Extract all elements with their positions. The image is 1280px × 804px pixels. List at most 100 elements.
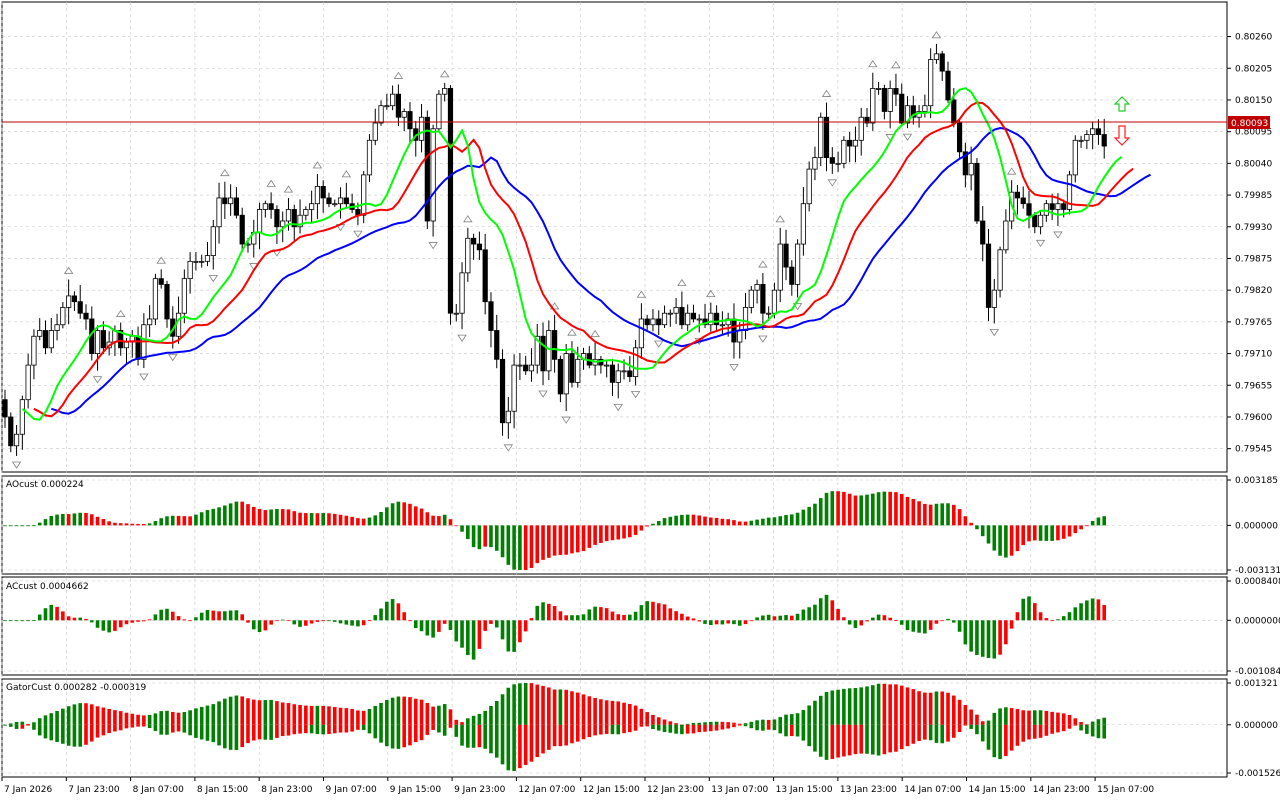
candle bbox=[42, 320, 49, 355]
ao-bar bbox=[14, 525, 19, 527]
bear-candle-body bbox=[499, 358, 506, 424]
gator-down-bar bbox=[390, 724, 395, 749]
gator-down-bar bbox=[680, 724, 684, 735]
gator-down-bar bbox=[564, 724, 568, 746]
gator-up-bar bbox=[425, 703, 430, 725]
fractal-up-icon bbox=[63, 266, 74, 274]
ac-bar bbox=[332, 620, 337, 622]
gator-down-bar bbox=[396, 724, 401, 749]
bull-candle-body bbox=[748, 289, 754, 308]
gator-down-bar bbox=[581, 724, 586, 740]
bull-candle-body bbox=[436, 93, 442, 130]
bull-candle-body bbox=[314, 186, 321, 205]
price-tick-label: 0.80260 bbox=[1235, 33, 1272, 43]
fractal-up-icon bbox=[439, 70, 450, 78]
bull-candle-body bbox=[887, 88, 893, 112]
gator-up-bar bbox=[471, 715, 476, 725]
gator-up-bar bbox=[1050, 711, 1054, 725]
time-tick-label: 7 Jan 23:00 bbox=[68, 785, 120, 795]
candle bbox=[1084, 130, 1090, 150]
ao-bar bbox=[494, 525, 499, 551]
fractal-down-icon bbox=[630, 391, 641, 399]
fractal-down-icon bbox=[139, 373, 149, 381]
ac-bar bbox=[986, 620, 991, 659]
gator-up-bar bbox=[604, 700, 609, 725]
candle bbox=[962, 142, 968, 188]
price-tick-label: 0.79820 bbox=[1235, 286, 1272, 296]
ac-bar bbox=[263, 620, 268, 631]
gator-down-bar bbox=[448, 724, 453, 728]
ac-bar bbox=[165, 608, 169, 621]
ac-bar bbox=[691, 618, 696, 621]
ac-bar bbox=[628, 614, 632, 621]
ao-bar bbox=[732, 520, 736, 526]
bear-candle-body bbox=[1020, 197, 1026, 205]
bear-candle-body bbox=[656, 318, 662, 326]
gator-up-bar bbox=[581, 694, 586, 725]
gator-up-bar bbox=[494, 700, 499, 725]
gator-down-bar bbox=[43, 724, 48, 739]
ao-bar bbox=[836, 491, 840, 526]
bear-candle-body bbox=[1032, 214, 1038, 228]
bull-candle-body bbox=[534, 335, 540, 366]
bull-candle-body bbox=[19, 399, 25, 435]
gator-up-bar bbox=[923, 692, 927, 725]
bull-candle-body bbox=[870, 88, 876, 124]
ac-bar bbox=[494, 620, 499, 628]
candle bbox=[280, 211, 286, 243]
gator-down-bar bbox=[1044, 724, 1049, 736]
gator-up-bar bbox=[1021, 710, 1026, 725]
gator-down-bar bbox=[668, 724, 673, 733]
gator-up-bar bbox=[269, 699, 273, 725]
ac-bar bbox=[847, 620, 852, 625]
candle bbox=[314, 174, 321, 220]
candle bbox=[991, 279, 997, 324]
gator-down-bar bbox=[205, 724, 210, 741]
bull-candle-body bbox=[737, 330, 743, 343]
time-tick-label: 8 Jan 23:00 bbox=[261, 785, 313, 795]
fractal-down-icon bbox=[561, 416, 571, 424]
candle bbox=[690, 304, 697, 323]
gator-up-bar bbox=[743, 723, 748, 725]
ac-bar bbox=[217, 611, 221, 621]
gator-down-bar bbox=[14, 724, 19, 729]
gator-up-bar bbox=[1102, 717, 1107, 725]
ao-bar bbox=[223, 505, 227, 526]
gator-up-bar bbox=[882, 683, 887, 725]
ac-bar bbox=[176, 616, 181, 621]
ac-bar bbox=[969, 620, 973, 652]
bull-candle-body bbox=[777, 243, 783, 291]
ao-bar bbox=[570, 525, 574, 554]
gator-down-bar bbox=[107, 724, 111, 734]
bear-candle-body bbox=[893, 88, 899, 95]
ac-bar bbox=[882, 615, 887, 621]
ac-bar bbox=[778, 615, 783, 621]
ac-bar bbox=[390, 599, 395, 621]
bull-candle-body bbox=[66, 295, 72, 308]
gator-up-bar bbox=[188, 710, 192, 725]
ac-bar bbox=[790, 615, 794, 621]
sell-arrow-icon bbox=[1113, 125, 1131, 146]
ac-bar bbox=[448, 620, 453, 630]
gator-down-bar bbox=[888, 724, 892, 753]
bear-candle-body bbox=[847, 139, 853, 147]
gator-down-bar bbox=[159, 724, 164, 735]
gator-up-bar bbox=[251, 699, 256, 725]
bear-candle-body bbox=[679, 307, 685, 326]
fractal-down-icon bbox=[613, 403, 623, 412]
gator-down-bar bbox=[454, 724, 459, 737]
ao-bar bbox=[772, 517, 777, 526]
ac-bar bbox=[998, 620, 1002, 655]
gator-down-bar bbox=[356, 724, 360, 730]
price-tick-label: 0.80205 bbox=[1235, 64, 1272, 74]
gator-up-bar bbox=[755, 720, 759, 725]
ao-bar bbox=[379, 511, 383, 526]
bull-candle-body bbox=[309, 203, 315, 210]
ac-bar bbox=[564, 615, 568, 621]
ao-bar bbox=[882, 491, 887, 526]
gator-up-bar bbox=[489, 705, 493, 725]
ao-bar bbox=[1050, 525, 1054, 541]
ac-bar bbox=[685, 616, 690, 621]
